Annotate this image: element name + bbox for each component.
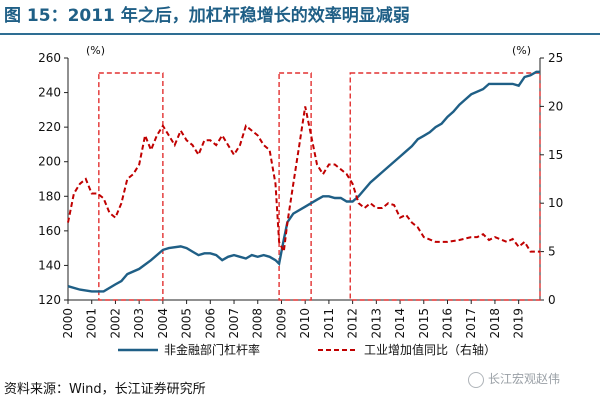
legend-label-industry: 工业增加值同比（右轴）: [364, 342, 496, 357]
left-tick-label: 140: [38, 258, 61, 272]
legend-label-leverage: 非金融部门杠杆率: [164, 342, 260, 357]
x-tick-label: 2015: [417, 308, 431, 339]
left-tick-label: 260: [38, 51, 61, 65]
highlight-box: [98, 72, 164, 301]
x-tick-label: 2018: [488, 308, 502, 339]
left-tick-label: 180: [38, 189, 61, 203]
highlight-box: [278, 72, 312, 301]
x-tick-label: 2014: [393, 308, 407, 339]
series-line-leverage: [67, 70, 540, 293]
left-tick-label: 200: [38, 155, 61, 169]
right-tick-label: 5: [548, 245, 556, 259]
x-tick-label: 2006: [203, 308, 217, 339]
x-tick-label: 2007: [227, 308, 241, 339]
x-tick-label: 2009: [274, 308, 288, 339]
watermark: 长江宏观赵伟: [468, 370, 560, 388]
x-tick-label: 2000: [61, 308, 75, 339]
x-tick-label: 2005: [180, 308, 194, 339]
left-tick-label: 120: [38, 293, 61, 307]
x-tick-label: 2002: [108, 308, 122, 339]
x-tick-label: 2010: [298, 308, 312, 339]
x-tick-label: 2008: [251, 308, 265, 339]
left-tick-label: 240: [38, 86, 61, 100]
right-tick-label: 15: [548, 148, 563, 162]
left-unit-label: (%): [86, 44, 105, 57]
source-note: 资料来源：Wind，长江证券研究所: [4, 382, 206, 397]
x-tick-label: 2017: [464, 308, 478, 339]
highlight-box: [349, 72, 541, 301]
right-tick-label: 25: [548, 51, 563, 65]
title-divider: [0, 33, 600, 35]
x-tick-label: 2013: [369, 308, 383, 339]
left-tick-label: 220: [38, 120, 61, 134]
x-tick-label: 2001: [85, 308, 99, 339]
chart-title: 图 15：2011 年之后，加杠杆稳增长的效率明显减弱: [4, 6, 410, 26]
x-tick-label: 2016: [440, 308, 454, 339]
wechat-icon: [468, 371, 484, 388]
watermark-text: 长江宏观赵伟: [488, 372, 561, 386]
x-tick-label: 2004: [156, 308, 170, 339]
x-tick-label: 2012: [346, 308, 360, 339]
right-tick-label: 0: [548, 293, 556, 307]
left-tick-label: 160: [38, 224, 61, 238]
right-unit-label: (%): [512, 44, 531, 57]
x-tick-label: 2011: [322, 308, 336, 339]
x-tick-label: 2003: [132, 308, 146, 339]
chart-canvas: 120 140 160 180 200 220 240 260 0 5 10 15 20 25 (%) (%)…: [38, 44, 563, 357]
right-tick-label: 10: [548, 196, 563, 210]
series-line-industry: [67, 106, 540, 256]
right-tick-label: 20: [548, 99, 563, 113]
x-tick-label: 2019: [512, 308, 526, 339]
